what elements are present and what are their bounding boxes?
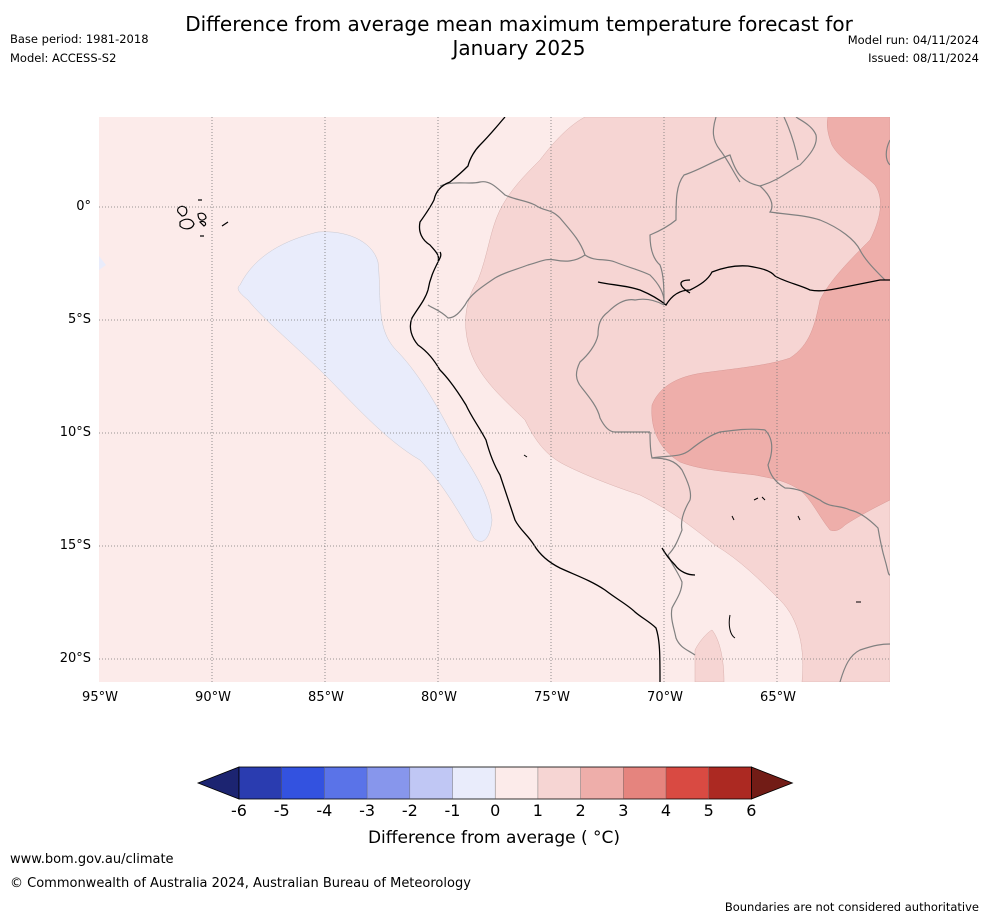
colorbar-label: Difference from average ( °C) (367, 828, 621, 848)
lat-label-0: 0° (76, 199, 91, 214)
colorbar-tick-label: 4 (660, 801, 672, 820)
colorbar-swatch (495, 767, 538, 799)
colorbar-tick-label: -1 (444, 801, 461, 820)
model-run-text: Model run: 04/11/2024 (847, 33, 979, 47)
colorbar-swatch (239, 767, 282, 799)
colorbar-tick-label: 2 (575, 801, 586, 820)
anomaly-zone-minus1-to-0-edge (99, 256, 106, 270)
anomaly-zone-minus1-to-0 (237, 231, 493, 542)
colorbar-swatch (452, 767, 496, 799)
model-name-text: Model: ACCESS-S2 (10, 51, 117, 65)
copyright-text: © Commonwealth of Australia 2024, Austra… (10, 876, 471, 891)
lon-label-95w: 95°W (82, 690, 118, 705)
coastline (409, 117, 890, 682)
map-title: Difference from average mean maximum tem… (0, 12, 988, 60)
lon-label-90w: 90°W (195, 690, 231, 705)
lat-label-15s: 15°S (59, 538, 91, 553)
lon-label-75w: 75°W (534, 690, 570, 705)
country-borders (427, 117, 890, 682)
colorbar-swatch (708, 767, 752, 799)
colorbar-tick-label: 3 (618, 801, 629, 820)
colorbar-swatch (367, 767, 410, 799)
colorbar-tick-label: -4 (316, 801, 333, 820)
base-period-text: Base period: 1981-2018 (10, 32, 149, 46)
colorbar-tick-label: -5 (273, 801, 290, 820)
disclaimer-text: Boundaries are not considered authoritat… (724, 900, 979, 914)
colorbar-tick-label: -2 (401, 801, 418, 820)
colorbar-swatch (409, 767, 453, 799)
anomaly-zone-2-to-3 (651, 117, 890, 532)
website-text: www.bom.gov.au/climate (10, 852, 174, 867)
colorbar-swatch (580, 767, 624, 799)
colorbar-tick-label: 1 (532, 801, 543, 820)
lon-label-65w: 65°W (760, 690, 796, 705)
title-line-1: Difference from average mean maximum tem… (185, 12, 853, 36)
anomaly-zone-1-to-2-south (694, 629, 725, 682)
colorbar-swatch (324, 767, 368, 799)
colorbar-swatch (281, 767, 325, 799)
lat-label-5s: 5°S (67, 312, 91, 327)
lat-label-10s: 10°S (59, 425, 91, 440)
colorbar-tick-label: -3 (359, 801, 376, 820)
lon-label-80w: 80°W (421, 690, 457, 705)
title-line-2: January 2025 (452, 36, 586, 60)
lat-label-20s: 20°S (59, 651, 91, 666)
galapagos-islands (177, 199, 229, 237)
inland-lakes (523, 454, 861, 639)
colorbar-extend-low (196, 766, 240, 800)
colorbar-extend-high (751, 766, 794, 800)
colorbar-swatch (537, 767, 581, 799)
lon-label-70w: 70°W (647, 690, 683, 705)
issued-date-text: Issued: 08/11/2024 (868, 51, 979, 65)
colorbar-swatch (623, 767, 666, 799)
colorbar-tick-label: 5 (703, 801, 714, 820)
lon-label-85w: 85°W (308, 690, 344, 705)
colorbar-swatch (666, 767, 709, 799)
colorbar-tick-label: 6 (746, 801, 757, 820)
colorbar-tick-label: 0 (490, 801, 501, 820)
graticule (99, 117, 890, 682)
colorbar (196, 766, 794, 800)
colorbar-tick-label: -6 (231, 801, 247, 820)
map-area (99, 117, 890, 682)
